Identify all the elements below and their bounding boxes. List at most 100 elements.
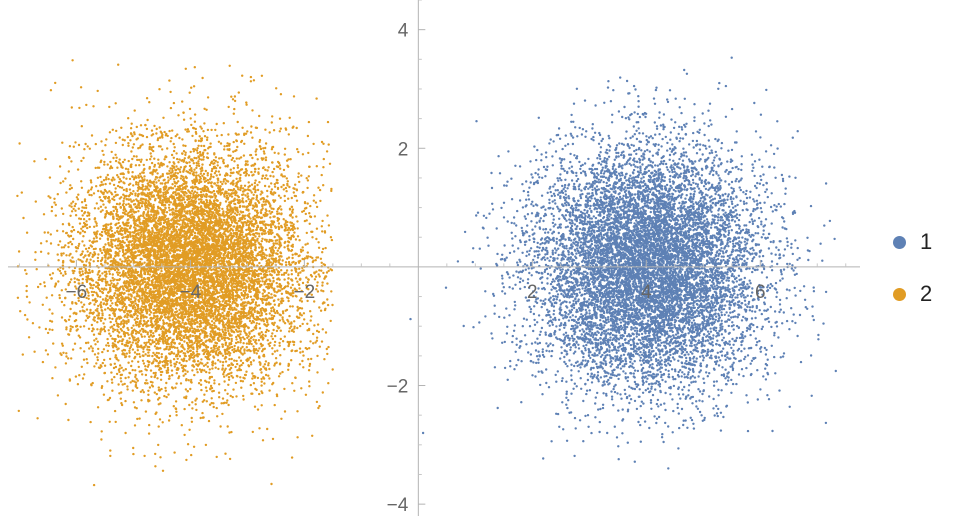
- series-1-point: [515, 343, 518, 346]
- series-1-point: [622, 194, 625, 198]
- series-1-point: [676, 207, 680, 210]
- series-1-point: [660, 341, 663, 345]
- series-1-point: [596, 354, 599, 357]
- series-1-point: [741, 247, 744, 251]
- series-1-point: [528, 238, 531, 242]
- series-1-point: [692, 380, 695, 383]
- series-1-point: [694, 160, 697, 163]
- series-1-point: [556, 370, 559, 373]
- series-1-point: [669, 138, 672, 141]
- series-1-point: [573, 337, 576, 341]
- series-1-point: [498, 172, 502, 175]
- series-1-point: [635, 129, 638, 132]
- series-1-point: [758, 158, 761, 161]
- series-1-point: [649, 164, 652, 167]
- series-1-point: [648, 150, 651, 153]
- series-1-point: [633, 387, 637, 391]
- series-1-point: [544, 151, 548, 154]
- series-1-point: [651, 363, 654, 366]
- series-1-point: [657, 359, 660, 362]
- series-1-point: [669, 353, 672, 357]
- series-1-point: [708, 286, 711, 290]
- series-1-point: [491, 202, 494, 205]
- series-1-point: [683, 341, 687, 344]
- series-1-point: [565, 244, 568, 248]
- series-1-point: [591, 360, 594, 364]
- series-1-point: [696, 295, 699, 298]
- series-1-point: [568, 359, 571, 362]
- series-1-point: [549, 255, 552, 259]
- series-1-point: [700, 345, 703, 348]
- series-1-point: [712, 380, 716, 383]
- series-1-point: [579, 246, 582, 250]
- series-1-point: [579, 171, 583, 175]
- series-1-point: [583, 281, 587, 284]
- series-1-point: [570, 113, 573, 117]
- series-1-point: [735, 324, 739, 328]
- series-1-point: [552, 140, 555, 143]
- series-1-point: [671, 398, 674, 401]
- series-1-point: [630, 112, 633, 116]
- series-1-point: [529, 353, 533, 356]
- series-1-point: [601, 166, 604, 169]
- series-1-point: [642, 402, 645, 405]
- series-1-point: [564, 134, 567, 137]
- series-1-point: [704, 187, 708, 191]
- series-1-point: [568, 218, 571, 221]
- series-1-point: [701, 392, 704, 396]
- series-1-point: [541, 318, 544, 322]
- series-1-point: [729, 293, 733, 296]
- series-1-point: [636, 112, 639, 116]
- series-1-point: [685, 359, 688, 363]
- series-1-point: [637, 100, 640, 103]
- series-1-point: [421, 431, 425, 435]
- series-1-point: [561, 401, 564, 404]
- series-1-point: [583, 162, 587, 165]
- series-1-point: [597, 142, 601, 145]
- series-1-point: [537, 361, 540, 364]
- series-1-point: [632, 225, 635, 228]
- series-1-point: [712, 173, 715, 177]
- series-1-point: [748, 306, 752, 309]
- series-1-point: [667, 467, 670, 470]
- series-1-point: [725, 300, 729, 303]
- series-1-point: [515, 224, 518, 227]
- series-1-point: [774, 208, 777, 212]
- series-1-point: [756, 341, 759, 344]
- series-1-point: [624, 341, 627, 344]
- series-1-point: [624, 350, 627, 353]
- series-1-point: [552, 225, 555, 228]
- series-1-point: [693, 376, 697, 379]
- series-1-point: [744, 303, 747, 306]
- series-1-point: [683, 385, 686, 389]
- series-1-point: [536, 245, 539, 249]
- series-1-point: [570, 179, 574, 182]
- series-1-point: [597, 408, 600, 411]
- series-1-point: [791, 320, 794, 323]
- series-1-point: [619, 393, 622, 396]
- series-1-point: [513, 368, 516, 371]
- series-1-point: [615, 196, 619, 200]
- series-1-point: [714, 309, 717, 312]
- series-1-point: [517, 247, 520, 250]
- series-1-point: [737, 263, 740, 266]
- series-1-point: [824, 421, 828, 425]
- series-1-point: [690, 418, 694, 422]
- series-1-point: [628, 394, 631, 397]
- series-1-point: [821, 259, 824, 262]
- series-1-point: [573, 382, 576, 385]
- series-1-point: [554, 373, 557, 377]
- series-1-point: [556, 193, 560, 196]
- series-1-point: [643, 420, 647, 423]
- series-1-point: [541, 246, 545, 250]
- series-1-point: [638, 132, 641, 135]
- series-1-point: [698, 128, 701, 131]
- series-1-point: [702, 200, 705, 203]
- series-1-point: [521, 206, 525, 209]
- series-1-point: [745, 366, 748, 370]
- series-1-point: [579, 244, 583, 247]
- series-1-point: [730, 186, 733, 190]
- series-1-point: [502, 216, 506, 219]
- series-1-point: [692, 319, 696, 322]
- series-1-point: [723, 295, 727, 298]
